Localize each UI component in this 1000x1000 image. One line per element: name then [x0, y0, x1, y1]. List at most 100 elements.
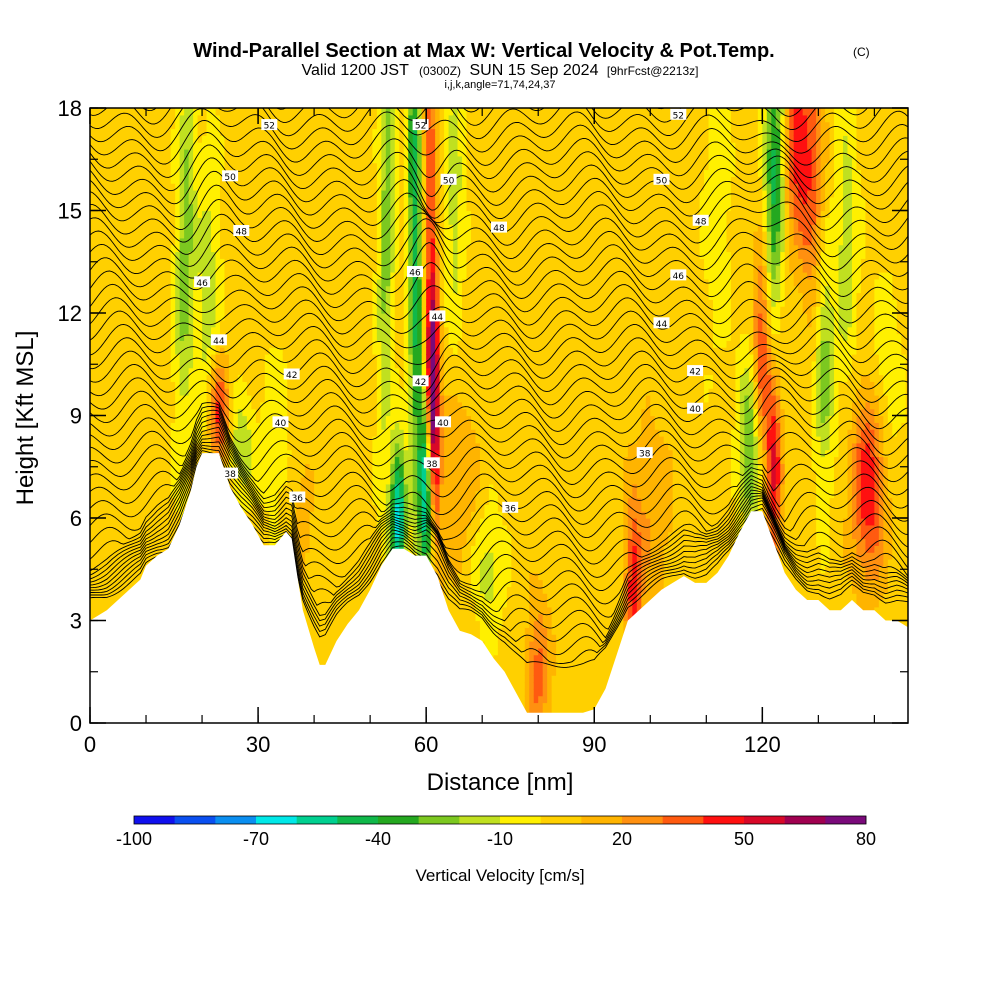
w-cell: [139, 306, 145, 314]
w-cell: [94, 162, 100, 171]
w-cell: [98, 552, 105, 560]
w-cell: [184, 265, 190, 273]
w-cell: [107, 538, 114, 546]
w-cell: [125, 319, 131, 328]
w-cell: [269, 511, 275, 519]
w-cell: [94, 340, 100, 348]
w-cell: [170, 449, 176, 458]
w-cell: [260, 326, 266, 335]
w-cell: [332, 278, 338, 287]
w-cell: [228, 367, 235, 376]
w-cell: [255, 265, 261, 273]
w-cell: [264, 518, 270, 526]
w-cell: [130, 217, 136, 225]
w-cell: [161, 401, 167, 410]
w-cell: [260, 395, 266, 403]
w-cell: [237, 169, 243, 177]
w-cell: [309, 490, 315, 499]
w-cell: [188, 354, 194, 362]
w-cell: [291, 258, 297, 266]
w-cell: [188, 422, 194, 430]
w-cell: [107, 395, 114, 403]
w-cell: [202, 360, 208, 369]
w-cell: [103, 244, 109, 253]
w-cell: [179, 196, 185, 205]
w-cell: [197, 155, 203, 164]
w-cell: [103, 367, 109, 376]
w-cell: [291, 217, 297, 225]
w-cell: [98, 155, 105, 164]
w-cell: [197, 169, 203, 177]
w-cell: [112, 319, 118, 328]
w-cell: [215, 401, 221, 410]
w-cell: [112, 511, 118, 519]
w-cell: [287, 470, 293, 478]
w-cell: [143, 285, 149, 294]
w-cell: [143, 149, 149, 157]
w-cell: [94, 559, 100, 567]
w-cell: [94, 272, 100, 280]
w-cell: [215, 285, 221, 294]
w-cell: [273, 367, 279, 376]
w-cell: [211, 196, 217, 205]
w-cell: [305, 401, 311, 410]
w-cell: [134, 415, 140, 423]
w-cell: [161, 524, 167, 533]
w-cell: [94, 169, 100, 177]
w-cell: [269, 456, 275, 464]
w-cell: [179, 272, 185, 280]
w-cell: [278, 299, 284, 307]
w-cell: [327, 306, 333, 314]
w-cell: [197, 313, 203, 321]
w-cell: [206, 354, 212, 362]
w-cell: [125, 224, 131, 232]
w-cell: [130, 319, 136, 328]
w-cell: [112, 237, 118, 246]
w-cell: [98, 579, 105, 587]
w-cell: [175, 415, 181, 423]
w-cell: [211, 190, 217, 198]
w-cell: [323, 463, 329, 471]
w-cell: [327, 511, 333, 519]
w-cell: [278, 114, 284, 123]
w-cell: [327, 210, 333, 218]
w-cell: [323, 285, 329, 294]
w-cell: [327, 586, 333, 594]
w-cell: [228, 224, 235, 232]
w-cell: [139, 299, 145, 307]
w-cell: [264, 258, 270, 266]
w-cell: [121, 190, 127, 198]
w-cell: [130, 511, 136, 519]
w-cell: [125, 340, 131, 348]
w-cell: [134, 313, 140, 321]
w-cell: [327, 559, 333, 567]
w-cell: [90, 354, 96, 362]
w-cell: [269, 176, 275, 184]
w-cell: [134, 183, 140, 191]
w-cell: [98, 326, 105, 335]
w-cell: [179, 114, 185, 123]
w-cell: [206, 272, 212, 280]
w-cell: [166, 292, 172, 300]
w-cell: [202, 285, 208, 294]
w-cell: [246, 456, 252, 464]
w-cell: [166, 190, 172, 198]
w-cell: [202, 149, 208, 157]
w-cell: [323, 135, 329, 143]
w-cell: [233, 128, 239, 136]
w-cell: [211, 265, 217, 273]
w-cell: [139, 449, 145, 458]
w-cell: [291, 278, 297, 287]
w-cell: [318, 606, 324, 615]
w-cell: [143, 196, 149, 205]
w-cell: [282, 340, 288, 348]
w-cell: [125, 162, 131, 171]
w-cell: [197, 176, 203, 184]
w-cell: [94, 600, 100, 608]
w-cell: [287, 231, 293, 239]
w-cell: [228, 347, 235, 355]
w-cell: [314, 620, 320, 628]
w-cell: [161, 538, 167, 546]
w-cell: [228, 128, 235, 136]
w-cell: [282, 490, 288, 499]
